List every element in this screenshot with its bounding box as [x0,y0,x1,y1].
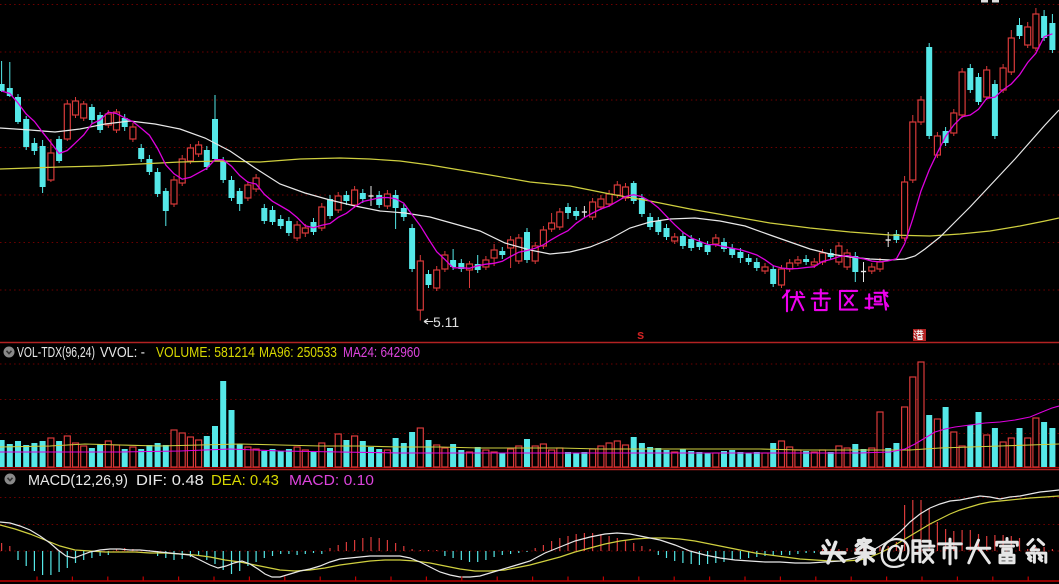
svg-text:DEA: 0.43: DEA: 0.43 [211,472,279,489]
svg-text:MACD(12,26,9): MACD(12,26,9) [28,473,128,489]
svg-text:@: @ [878,533,913,571]
svg-text:5.11: 5.11 [433,314,459,330]
svg-text:VOL-TDX(96,24): VOL-TDX(96,24) [17,343,95,360]
svg-text:DIF: 0.48: DIF: 0.48 [136,473,204,489]
svg-text:s: s [637,327,644,342]
svg-text:VOLUME: 581214: VOLUME: 581214 [156,344,255,360]
svg-text:VVOL: -: VVOL: - [100,343,145,360]
svg-text:MA24: 642960: MA24: 642960 [343,344,420,361]
svg-text:MA96: 250533: MA96: 250533 [259,344,337,361]
svg-text:MACD: 0.10: MACD: 0.10 [289,472,374,489]
